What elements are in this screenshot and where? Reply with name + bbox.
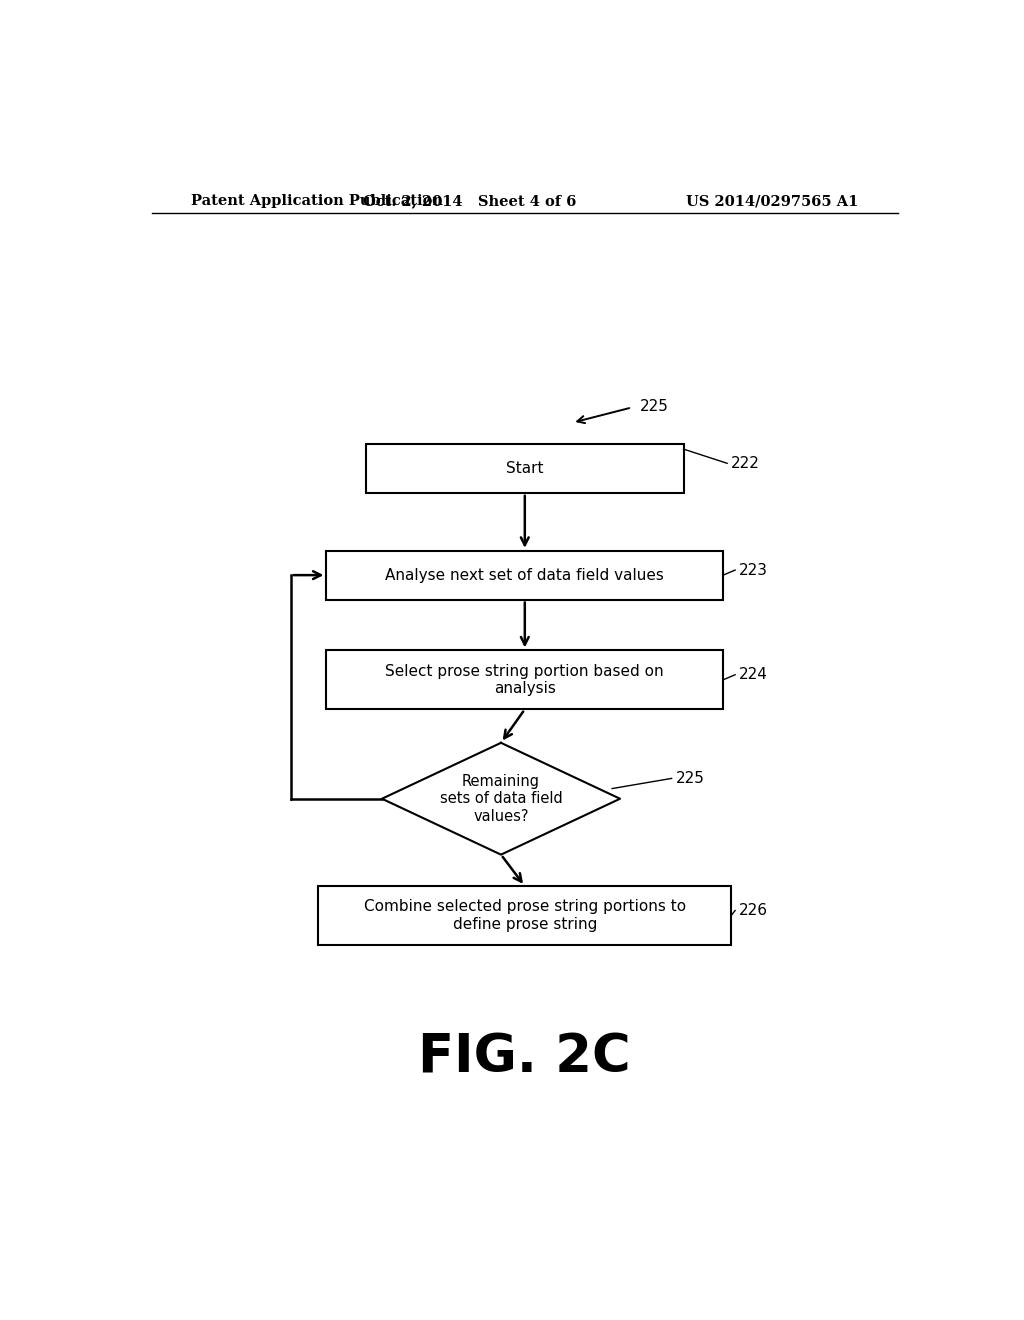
- Text: Select prose string portion based on
analysis: Select prose string portion based on ana…: [385, 664, 665, 696]
- Bar: [327, 651, 723, 709]
- Text: Remaining
sets of data field
values?: Remaining sets of data field values?: [439, 774, 562, 824]
- Bar: [327, 550, 723, 599]
- Text: 224: 224: [739, 667, 768, 682]
- Text: 222: 222: [731, 455, 760, 471]
- Text: Start: Start: [506, 461, 544, 477]
- Text: Combine selected prose string portions to
define prose string: Combine selected prose string portions t…: [364, 899, 686, 932]
- Text: Oct. 2, 2014   Sheet 4 of 6: Oct. 2, 2014 Sheet 4 of 6: [362, 194, 575, 209]
- Bar: [318, 886, 731, 945]
- Text: US 2014/0297565 A1: US 2014/0297565 A1: [686, 194, 858, 209]
- Text: 226: 226: [739, 903, 768, 917]
- Text: FIG. 2C: FIG. 2C: [419, 1032, 631, 1084]
- Bar: [367, 444, 684, 492]
- Text: Patent Application Publication: Patent Application Publication: [191, 194, 443, 209]
- Text: 223: 223: [739, 562, 768, 578]
- Text: 225: 225: [640, 399, 669, 414]
- Text: Analyse next set of data field values: Analyse next set of data field values: [385, 568, 665, 582]
- Text: 225: 225: [676, 771, 705, 785]
